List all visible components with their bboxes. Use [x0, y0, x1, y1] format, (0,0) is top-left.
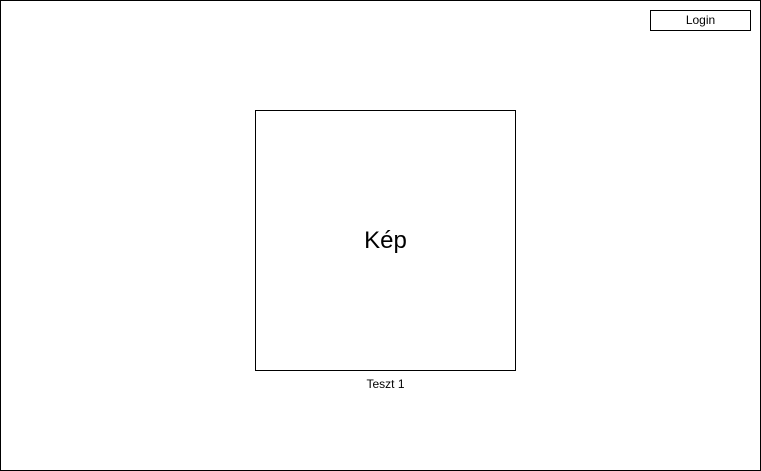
image-caption: Teszt 1	[366, 377, 405, 391]
image-placeholder-label: Kép	[364, 226, 407, 254]
image-placeholder[interactable]: Kép	[255, 110, 516, 371]
login-button[interactable]: Login	[650, 10, 751, 31]
